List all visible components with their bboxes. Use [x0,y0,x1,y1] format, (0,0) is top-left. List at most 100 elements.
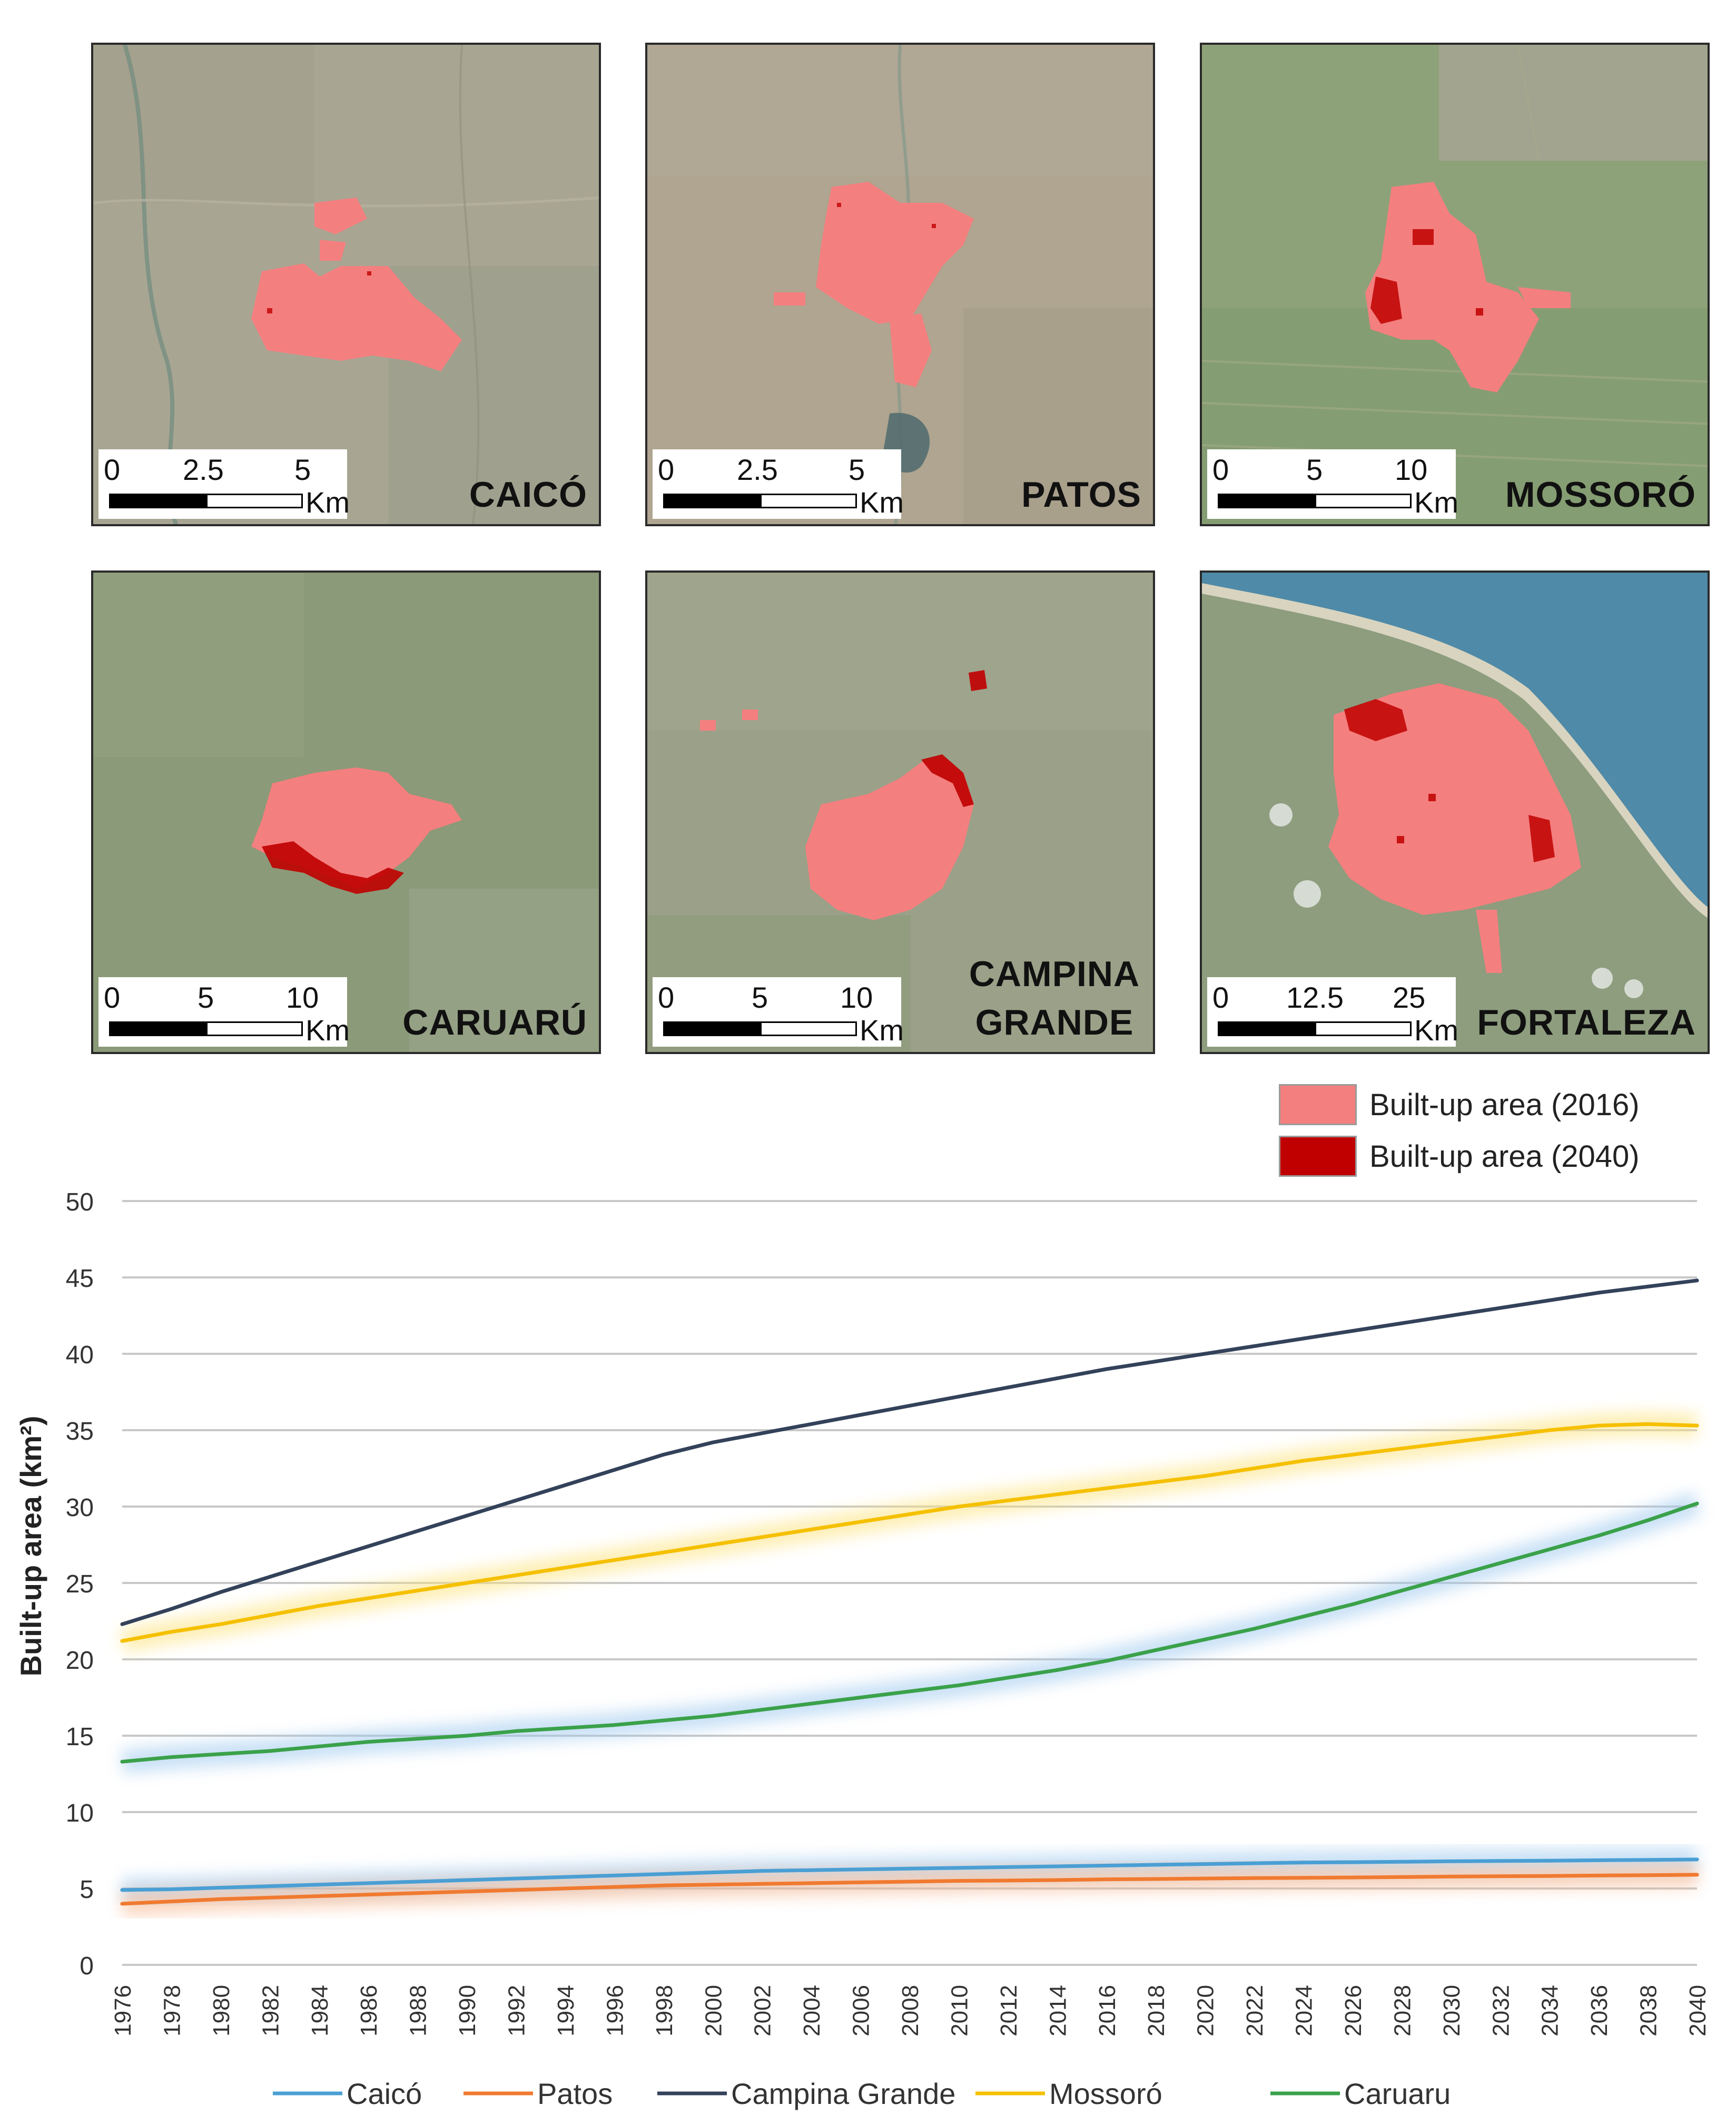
scale-bar: 0 12.5 25 Km [1207,977,1458,1047]
data-point [1055,1492,1059,1497]
scale-tick-2: 10 [286,981,319,1014]
y-tick-label: 25 [66,1570,94,1598]
scale-tick-1: 12.5 [1286,981,1344,1014]
data-point [317,1894,321,1898]
legend-label: Caicó [347,2077,422,2110]
data-point [809,1701,813,1706]
data-point [169,1900,173,1904]
city-label: CARUARÚ [402,1002,587,1042]
scale-tick-1: 2.5 [737,453,778,486]
scale-tick-0: 0 [104,453,121,486]
data-point [908,1689,912,1694]
data-point [809,1422,813,1426]
y-tick-label: 40 [66,1341,94,1369]
data-point [1695,1501,1699,1506]
data-point [1252,1467,1256,1470]
data-point [859,1696,863,1699]
data-point [1153,1648,1158,1652]
data-point [465,1890,469,1894]
scale-bar: 0 2.5 5 Km [653,449,904,519]
data-point [1449,1859,1453,1863]
built-up-2016 [251,198,462,371]
scale-tick-0: 0 [658,453,675,486]
y-tick-label: 20 [66,1647,94,1675]
y-tick-label: 0 [80,1952,94,1980]
map-panel-patos: 0 2.5 5 Km PATOS [645,43,1155,526]
x-tick-label: 2016 [1094,1985,1120,2037]
x-tick-label: 1988 [406,1985,431,2037]
data-point [612,1885,616,1889]
map-panel-mossoro: 0 5 10 Km MOSSORÓ [1200,43,1710,526]
data-point [1449,1575,1453,1579]
data-point [1301,1615,1305,1619]
data-point [1646,1518,1650,1522]
data-point [1498,1561,1502,1565]
data-point [1006,1498,1010,1502]
scale-tick-2: 10 [840,981,873,1014]
data-point [514,1876,518,1881]
series-line-caruaru [120,1501,1699,1764]
data-point [563,1566,567,1570]
data-point [662,1718,666,1723]
data-point [120,1639,124,1643]
data-point [809,1881,813,1885]
data-point [1547,1298,1552,1302]
data-point [760,1869,764,1873]
series-glow [120,1412,1698,1653]
legend-label-2040: Built-up area (2040) [1369,1139,1640,1174]
y-axis-ticks: 0 5 10 15 20 25 30 35 40 45 50 [66,1188,94,1980]
data-point [1449,1314,1453,1317]
x-tick-label: 1994 [553,1985,579,2037]
data-point [908,1866,912,1871]
data-point [1104,1877,1109,1882]
built-up-2040 [921,670,987,807]
data-point [956,1394,961,1399]
scale-bar: 0 5 10 Km [653,977,904,1047]
data-point [956,1879,961,1883]
data-point [760,1882,764,1886]
data-point [1252,1876,1256,1880]
scale-tick-1: 5 [752,981,768,1014]
data-point [711,1543,715,1547]
data-point [1301,1336,1305,1341]
satellite-image [1202,45,1708,524]
map-panel-caruaru: 0 5 10 Km CARUARÚ [91,570,601,1054]
y-tick-label: 30 [66,1494,94,1522]
data-point [1695,1873,1699,1877]
data-point [662,1883,666,1887]
data-point [169,1755,173,1759]
data-point [366,1740,370,1744]
built-up-2016 [1365,182,1571,392]
data-point [1399,1875,1404,1879]
data-point [1055,1864,1059,1868]
data-point [1055,1878,1059,1882]
data-point [514,1888,518,1892]
data-point [612,1873,616,1877]
scale-tick-1: 5 [198,981,214,1014]
data-point [1547,1428,1552,1432]
scale-tick-1: 2.5 [183,453,224,486]
chart-legend: Caicó Patos Campina Grande Mossoró Caruaru [273,2077,1451,2110]
scale-bar: 0 5 10 Km [1207,449,1458,519]
data-point [1153,1863,1158,1867]
legend-label: Caruaru [1344,2077,1451,2110]
data-point [416,1589,420,1592]
built-up-2040 [267,271,371,313]
data-point [1006,1385,1010,1390]
data-point [416,1880,420,1884]
data-point [120,1759,124,1764]
city-label: FORTALEZA [1477,1002,1696,1042]
data-point [1449,1440,1453,1444]
data-point [1646,1858,1650,1862]
data-point [1153,1480,1158,1484]
data-point [1350,1875,1355,1880]
x-tick-label: 2002 [750,1985,776,2037]
x-tick-label: 2026 [1340,1985,1366,2037]
x-tick-label: 2022 [1242,1985,1268,2037]
x-tick-label: 2018 [1143,1985,1169,2037]
data-point [1203,1862,1207,1866]
data-point [760,1431,764,1435]
scale-unit: Km [305,1014,350,1047]
scale-bar: 0 2.5 5 Km [98,449,350,519]
y-tick-label: 15 [66,1723,94,1751]
